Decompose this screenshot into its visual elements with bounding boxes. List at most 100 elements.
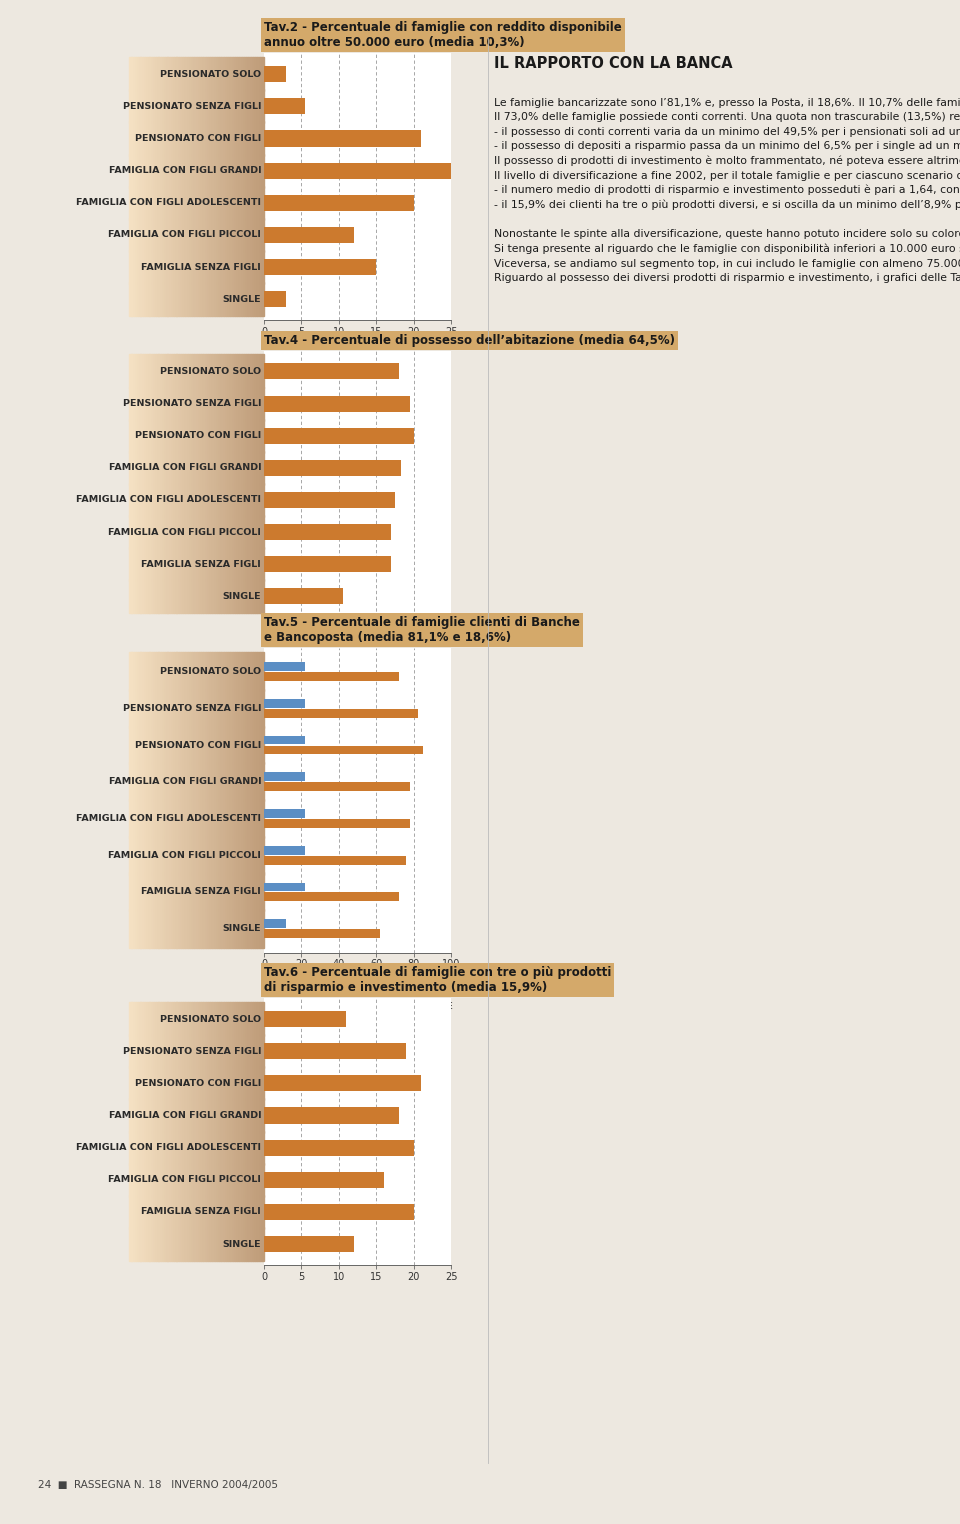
Bar [187,872,190,911]
Bar [215,762,217,802]
Bar [180,419,183,453]
Bar [217,725,219,765]
Bar [143,547,145,581]
Bar [246,154,249,187]
Bar [194,910,197,948]
Bar [190,1195,192,1228]
Bar [210,1067,212,1100]
Bar [179,547,181,581]
Bar [133,652,136,690]
Bar [185,122,188,155]
Bar [179,186,181,219]
Bar [172,90,175,123]
Bar [132,1067,133,1100]
Bar [145,90,147,123]
Bar [147,652,150,690]
Bar [232,762,235,802]
Bar [132,282,133,315]
Bar [170,122,172,155]
Bar [224,547,226,581]
Bar [156,1003,158,1036]
Bar [160,799,163,838]
Bar [130,1131,132,1164]
Bar [237,1195,239,1228]
Bar [170,90,172,123]
Bar [138,282,140,315]
Bar [257,1099,259,1132]
Bar [145,1227,147,1260]
Bar [183,186,185,219]
Bar [143,910,145,948]
Bar [147,1195,150,1228]
Bar [244,90,246,123]
Bar [130,1035,132,1068]
Bar [224,250,226,283]
Bar [259,282,262,315]
Bar [170,835,172,875]
Bar [174,872,177,911]
Bar [165,1003,167,1036]
Bar [255,689,257,728]
Bar [264,1108,398,1123]
Bar [262,282,264,315]
Bar [133,1003,136,1036]
Bar [145,483,147,517]
Text: PENSIONATO SENZA FIGLI: PENSIONATO SENZA FIGLI [123,1047,261,1056]
Bar [140,419,143,453]
Bar [160,652,163,690]
Bar [204,218,205,251]
Bar [255,652,257,690]
Bar [185,154,188,187]
Bar [170,1227,172,1260]
Bar [180,451,183,485]
Bar [257,515,259,549]
Bar [165,218,167,251]
Bar [154,1227,156,1260]
Bar [199,1035,202,1068]
Bar [133,419,136,453]
Bar [163,1067,165,1100]
Bar [201,1099,204,1132]
Bar [210,910,212,948]
Bar [140,186,143,219]
Bar [190,122,192,155]
Bar [210,799,212,838]
Bar [163,122,165,155]
Bar [183,547,185,581]
Bar [170,872,172,911]
Bar [215,910,217,948]
Bar [215,58,217,91]
Bar [167,835,170,875]
Bar [215,547,217,581]
Bar [197,218,199,251]
Bar [133,218,136,251]
Bar [180,689,183,728]
Bar [192,154,195,187]
Bar [222,1227,224,1260]
Bar [138,250,140,283]
Bar [179,154,181,187]
Bar [163,515,165,549]
Bar [239,1067,242,1100]
Bar [183,122,185,155]
Bar [194,419,197,453]
Bar [255,579,257,613]
Bar [172,218,175,251]
Bar [147,154,150,187]
Bar [180,1131,183,1164]
Bar [185,58,188,91]
Bar [222,1131,224,1164]
Bar [222,1163,224,1196]
Bar [163,1099,165,1132]
Bar [179,1003,181,1036]
Bar [177,186,179,219]
Bar [138,90,140,123]
Bar [154,419,156,453]
Bar [147,250,150,283]
Bar [204,652,205,690]
Bar [174,387,177,421]
Bar [244,58,246,91]
Bar [235,725,237,765]
Bar [226,355,228,389]
Bar [255,1131,257,1164]
